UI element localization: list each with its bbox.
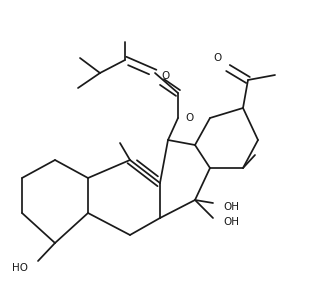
Text: HO: HO [12,263,28,273]
Text: O: O [214,53,222,63]
Text: OH: OH [223,202,239,212]
Text: O: O [185,113,193,123]
Text: O: O [161,71,169,81]
Text: OH: OH [223,217,239,227]
